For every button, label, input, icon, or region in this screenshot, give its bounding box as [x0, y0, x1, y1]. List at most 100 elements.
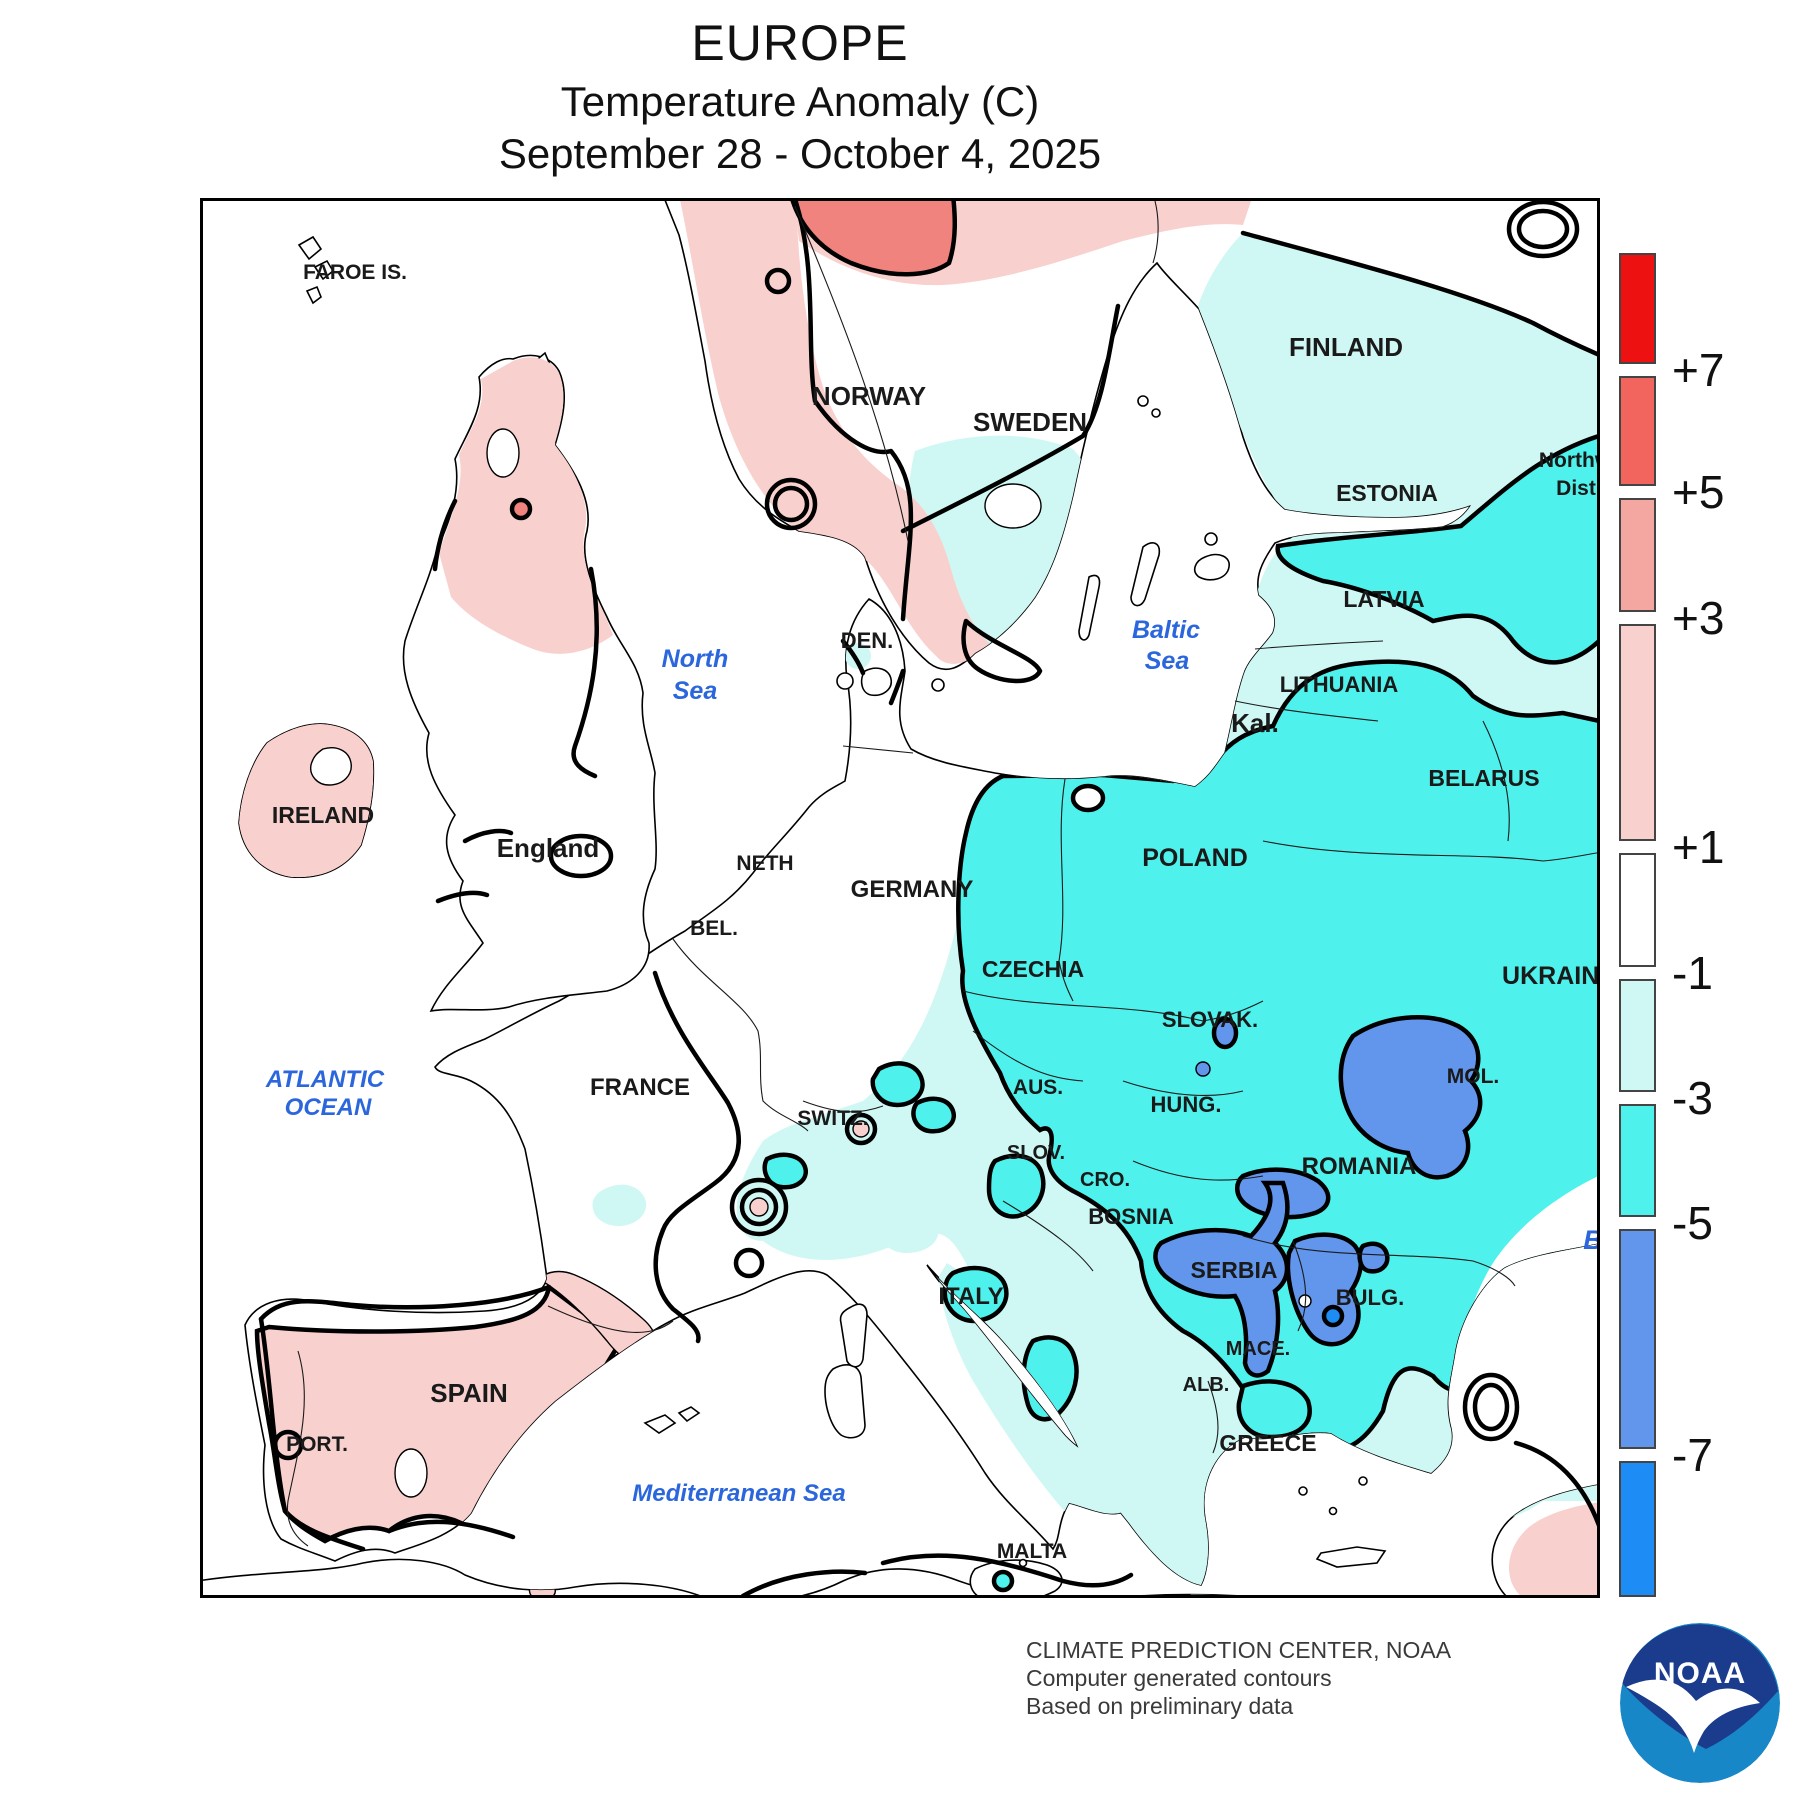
- legend-swatch--3-to--1: [1619, 979, 1656, 1092]
- border-ukraine-belarus: [1262, 840, 1597, 862]
- hole-nwpoland: [1070, 783, 1106, 813]
- legend-label--7: -7: [1672, 1429, 1713, 1481]
- contour-ring-alps2: [729, 1177, 789, 1237]
- contour-iberia-w: [258, 1316, 366, 1552]
- contour-iberia-n: [258, 1284, 552, 1322]
- contour-pyrenees-loop: [653, 1227, 701, 1344]
- legend-swatch-+3-to-+5: [1619, 498, 1656, 612]
- island-saaremaa: [1193, 553, 1230, 581]
- hole-ireland: [310, 747, 352, 786]
- noaa-logo: NOAA: [1620, 1623, 1780, 1783]
- map-label-bosnia: BOSNIA: [1088, 1204, 1174, 1229]
- region-pink-switz: [852, 1120, 870, 1138]
- legend-label-+5: +5: [1672, 466, 1725, 518]
- hole-s-sweden: [984, 483, 1042, 529]
- contour-wales: [462, 828, 514, 844]
- contour-ring-alps3: [733, 1247, 765, 1279]
- border-france-spain: [547, 1305, 674, 1333]
- island-aland2: [1151, 408, 1161, 418]
- border-greece-albania: [1207, 1380, 1219, 1454]
- map-subtitle: Temperature Anomaly (C): [560, 78, 1040, 125]
- island-faroe2: [313, 259, 335, 281]
- map-label-ireland: IRELAND: [272, 802, 374, 828]
- map-label-england: England: [497, 833, 600, 863]
- legend-label--3: -3: [1672, 1072, 1713, 1124]
- legend-label-+1: +1: [1672, 821, 1725, 873]
- island-corsica: [839, 1303, 868, 1368]
- region-cyan-ngreece: [1236, 1379, 1312, 1440]
- contour-ring-trondheim: [764, 267, 792, 295]
- map-label-belarus: BELARUS: [1428, 765, 1539, 791]
- border-france-germany: [672, 938, 809, 1132]
- contour-scotland-w: [432, 498, 458, 572]
- island-oland: [1078, 574, 1101, 641]
- map-label-port-: PORT.: [286, 1433, 348, 1456]
- island-aegean2: [1328, 1506, 1338, 1516]
- contour-ring-marmara2: [1462, 1372, 1520, 1442]
- island-aegean3: [1358, 1476, 1368, 1486]
- region-pink-turkey: [1509, 1501, 1597, 1595]
- noaa-gull-icon: [1626, 1679, 1760, 1753]
- border-portugal-spain: [286, 1350, 309, 1547]
- legend-swatch-above-+7: [1619, 253, 1656, 364]
- contour-iberia-s: [386, 1519, 516, 1540]
- map-label-malta: MALTA: [997, 1540, 1067, 1563]
- map-label-baltic: Baltic: [1132, 616, 1200, 644]
- border-sweden-finland: [1152, 201, 1159, 264]
- border-romania-bulgaria: [1242, 1235, 1516, 1287]
- map-canvas: FAROE IS. FINLAND NORWAY SWEDEN ESTONIA North…: [203, 201, 1600, 1595]
- border-belarus-russia: [1482, 720, 1510, 842]
- contour-africa-sicily: [880, 1553, 1134, 1588]
- contour-ring-alps1: [739, 1187, 779, 1227]
- map-label-norway: NORWAY: [812, 381, 926, 411]
- contour-finland-n: [1240, 230, 1597, 357]
- contour-england-ring: [548, 833, 614, 879]
- island-aegean1: [1298, 1486, 1308, 1496]
- contour-ring-kola2: [1506, 201, 1580, 259]
- legend-swatch-below--7: [1619, 1461, 1656, 1597]
- region-pale-turkeytip: [1458, 1489, 1504, 1524]
- map-label-neth: NETH: [736, 852, 793, 875]
- island-balearic1: [643, 1414, 677, 1434]
- island-bornholm: [931, 678, 945, 692]
- region-cyan-alps1: [870, 1061, 925, 1108]
- map-label-greece: GREECE: [1219, 1430, 1316, 1456]
- map-label-germany: GERMANY: [851, 876, 974, 903]
- map-labels: FAROE IS. FINLAND NORWAY SWEDEN ESTONIA North…: [265, 261, 1600, 1563]
- map-label-italy: ITALY: [938, 1283, 1003, 1310]
- border-serbia-bulgaria: [1292, 1240, 1307, 1332]
- region-pink-alps: [749, 1197, 769, 1217]
- island-balearic2: [677, 1406, 701, 1423]
- region-cyan-sicily-spot: [991, 1569, 1015, 1593]
- region-cyan-slovenia: [986, 1153, 1046, 1219]
- legend-label-+3: +3: [1672, 592, 1725, 644]
- region-red-scotland: [509, 497, 533, 521]
- border-poland-czech: [962, 990, 1264, 1022]
- border-baltic1: [1254, 640, 1384, 650]
- contour-denmark1: [840, 638, 866, 676]
- legend-label--1: -1: [1672, 947, 1713, 999]
- border-layer: [286, 201, 1597, 1547]
- map-label-sea: Sea: [1145, 647, 1190, 675]
- border-baltic2: [1234, 700, 1379, 722]
- border-croatia-bosnia: [1002, 1200, 1094, 1272]
- region-pink-africa1: [592, 1548, 641, 1576]
- region-pink-africa3: [1395, 1568, 1455, 1595]
- legend-label-+7: +7: [1672, 344, 1725, 396]
- contour-ring-marmara: [1472, 1382, 1510, 1432]
- map-label-ocean: OCEAN: [285, 1094, 372, 1121]
- border-denmark-germany: [842, 745, 914, 754]
- map-label-distri: Distri: [1556, 477, 1600, 500]
- legend-swatch-+1-to-+3: [1619, 624, 1656, 841]
- credit-line-2: Computer generated contours: [1026, 1665, 1332, 1691]
- legend-swatch--5-to--3: [1619, 1104, 1656, 1217]
- coast-africa: [203, 1558, 1237, 1595]
- credits-block: CLIMATE PREDICTION CENTER, NOAA Computer…: [1026, 1636, 1451, 1720]
- map-label-kal-: Kal.: [1231, 708, 1279, 738]
- map-label-bel-: BEL.: [690, 917, 738, 940]
- contour-cornwall: [435, 890, 490, 904]
- region-blue-serbia: [1153, 1180, 1290, 1378]
- island-funen: [836, 672, 854, 690]
- border-czech-austria: [972, 1030, 1084, 1082]
- map-label-aus-: AUS.: [1013, 1076, 1063, 1099]
